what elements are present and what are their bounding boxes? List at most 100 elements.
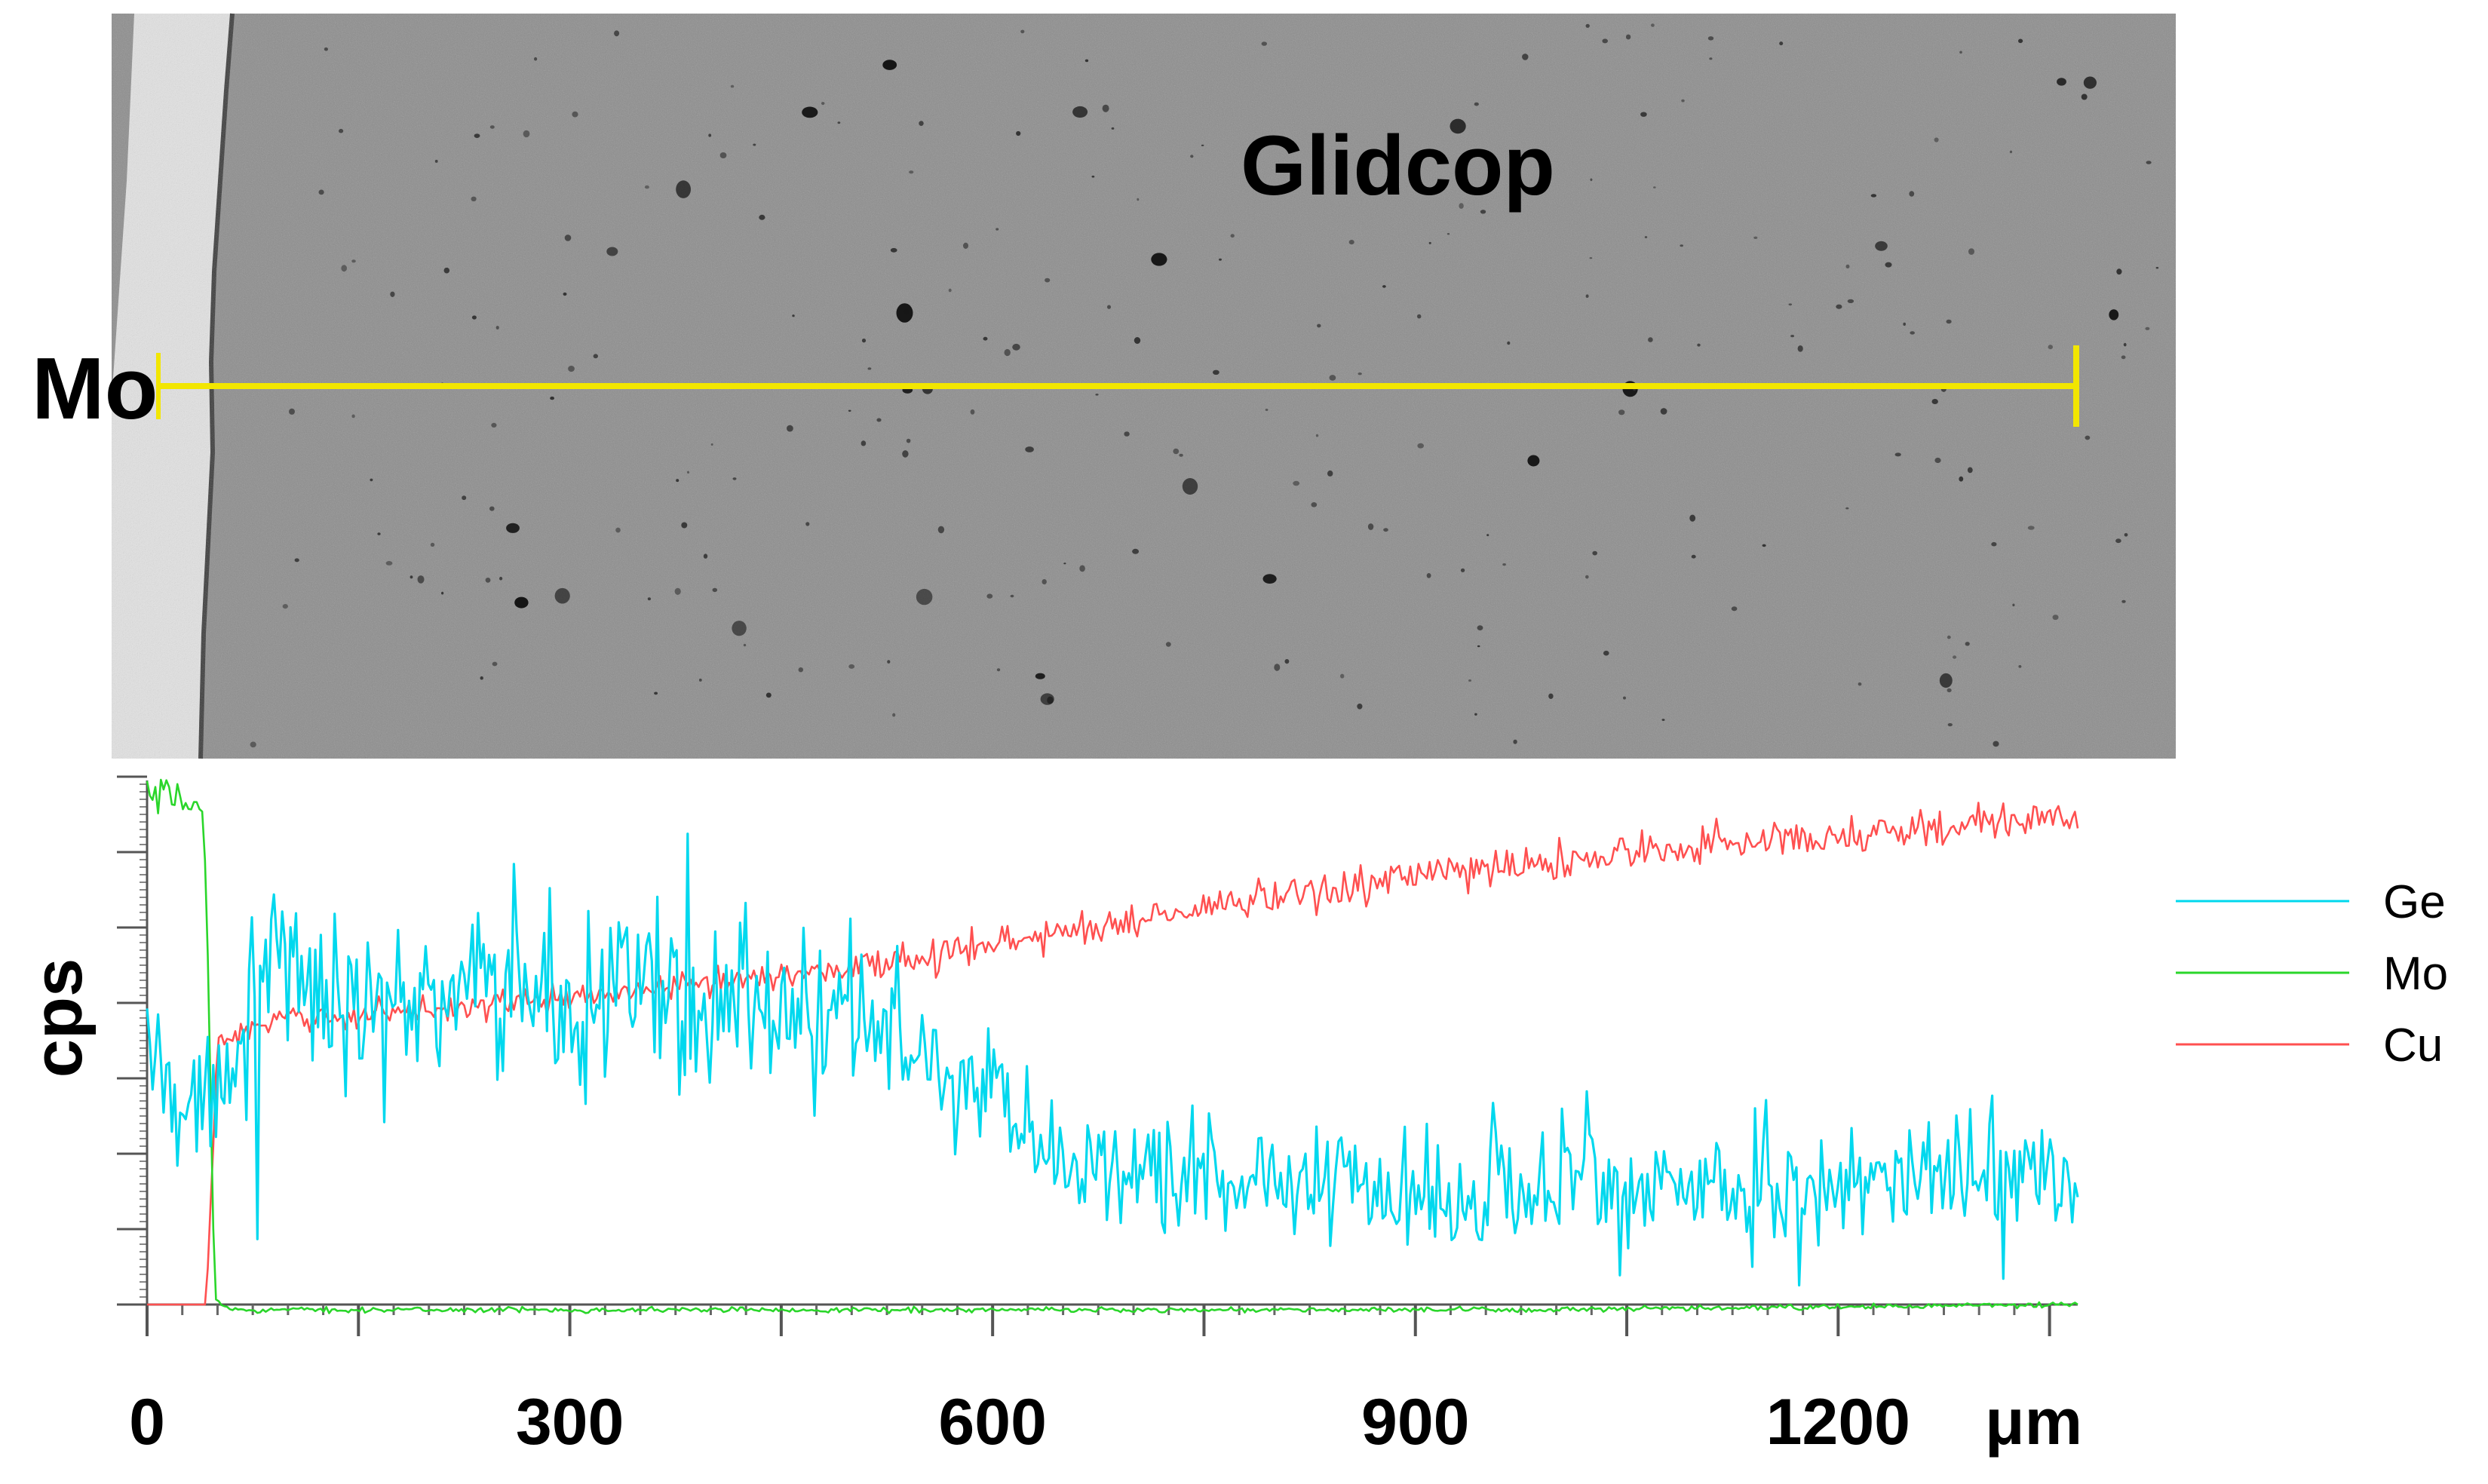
pore <box>491 422 497 428</box>
pore <box>471 315 477 320</box>
pore <box>550 396 554 400</box>
pore <box>802 106 818 118</box>
pore <box>1450 118 1466 134</box>
pore <box>1697 343 1701 347</box>
pore <box>1460 568 1465 572</box>
pore <box>1042 579 1047 584</box>
pore <box>798 667 804 673</box>
x-axis-unit-label: μm <box>1985 1386 2082 1458</box>
pore <box>1190 155 1194 158</box>
pore <box>1340 673 1345 679</box>
pore <box>882 60 897 70</box>
pore <box>462 495 467 501</box>
pore <box>919 121 924 127</box>
pore <box>787 425 793 432</box>
pore <box>1230 234 1235 238</box>
pore <box>563 292 567 296</box>
pore <box>514 596 529 609</box>
pore <box>1947 723 1953 727</box>
x-tick-label: 1200 <box>1766 1386 1910 1458</box>
pore <box>743 643 747 647</box>
pore <box>821 102 825 106</box>
pore <box>1474 102 1479 106</box>
pore <box>1681 99 1685 103</box>
pore <box>1004 348 1011 357</box>
x-axis-tick-labels: 0 300 600 900 1200 <box>129 1386 1910 1458</box>
pore <box>1165 642 1171 647</box>
pore <box>480 676 483 680</box>
pore <box>708 133 712 137</box>
pore <box>499 576 503 581</box>
series-line-mo <box>146 778 2078 1314</box>
pore <box>1417 314 1422 319</box>
label-glidcop-region: Glidcop <box>1241 118 1555 213</box>
pore <box>712 587 718 593</box>
pore <box>1315 434 1319 437</box>
pore <box>2115 538 2121 544</box>
pore <box>1691 554 1696 559</box>
pore <box>644 185 649 189</box>
pore <box>753 143 756 146</box>
pore <box>1939 673 1953 688</box>
pore <box>1513 739 1517 744</box>
pore <box>1428 241 1431 244</box>
pore <box>1592 550 1597 556</box>
pore <box>370 478 373 482</box>
pore <box>1779 41 1784 46</box>
pore <box>890 247 897 253</box>
pore <box>1602 38 1608 44</box>
legend-label-mo: Mo <box>2383 948 2448 1000</box>
pore <box>1847 299 1854 303</box>
pore <box>654 691 658 695</box>
pore <box>1651 23 1655 27</box>
pore <box>1327 470 1333 477</box>
pore <box>1618 409 1625 415</box>
pore <box>318 189 324 195</box>
pore <box>282 604 288 609</box>
pore <box>1293 480 1300 486</box>
pore <box>2085 435 2091 440</box>
pore <box>471 196 477 201</box>
pore <box>916 588 933 606</box>
pore <box>1132 548 1140 554</box>
pore <box>1909 191 1915 197</box>
x-tick-label: 600 <box>938 1386 1047 1458</box>
pore <box>377 532 381 535</box>
pore <box>906 438 911 443</box>
pore <box>324 47 328 51</box>
pore <box>2057 78 2066 86</box>
pore <box>1993 740 1999 747</box>
pore <box>1151 253 1167 266</box>
pore <box>1012 343 1020 351</box>
pore <box>1875 241 1888 251</box>
pore <box>2081 94 2088 100</box>
pore <box>2146 161 2152 164</box>
pore <box>1383 528 1388 532</box>
pore <box>1329 375 1336 381</box>
y-axis-label: cps <box>20 958 97 1078</box>
pore <box>351 414 355 419</box>
pore <box>1934 457 1941 464</box>
pore <box>1459 203 1464 209</box>
pore <box>1589 257 1593 259</box>
pore <box>1947 688 1952 693</box>
pore <box>963 242 968 249</box>
legend: Ge Mo Cu <box>2176 876 2448 1072</box>
pore <box>792 314 795 317</box>
pore <box>1640 112 1647 117</box>
pore <box>887 660 891 664</box>
pore <box>986 593 993 599</box>
pore <box>698 678 702 682</box>
pore <box>1885 262 1892 268</box>
pore <box>1477 625 1483 630</box>
pore <box>2048 345 2053 350</box>
pore <box>848 409 851 412</box>
pore <box>1348 240 1354 245</box>
series-line-cu <box>147 802 2079 1306</box>
pore <box>892 713 896 717</box>
pore <box>970 409 975 415</box>
pore <box>1660 408 1667 415</box>
pore <box>1731 606 1738 612</box>
pore <box>759 214 765 220</box>
